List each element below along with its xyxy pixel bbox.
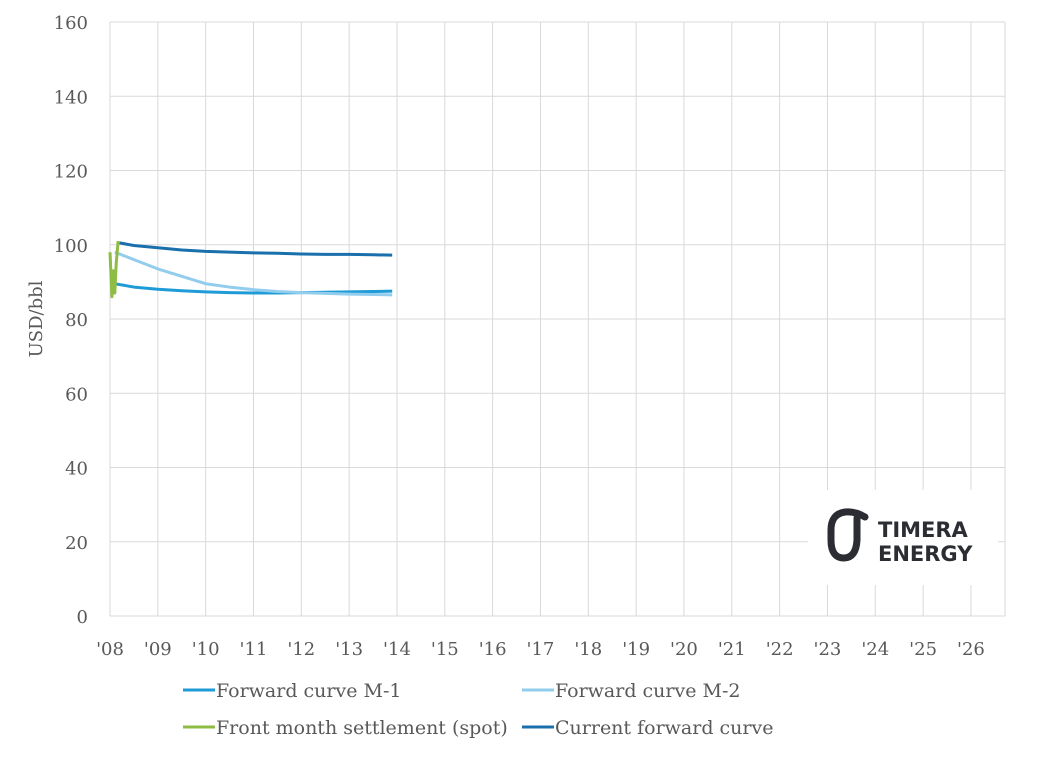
legend-label: Forward curve M-1 [216,680,401,702]
y-tick-label: 40 [65,459,88,480]
timera-energy-logo: TIMERA ENERGY [808,490,998,585]
y-tick-label: 0 [77,607,88,628]
x-tick-label: '20 [670,639,698,660]
legend-label: Forward curve M-2 [555,680,740,702]
series-line-front-month-settlement-spot- [108,240,120,299]
legend-label: Front month settlement (spot) [216,717,508,739]
x-tick-label: '23 [814,639,842,660]
x-tick-label: '16 [479,639,507,660]
x-tick-label: '25 [909,639,937,660]
series-line-current-forward-curve [119,241,393,257]
x-tick-label: '11 [240,639,268,660]
svg-text:TIMERA: TIMERA [878,518,969,542]
series-line-forward-curve-m-1 [114,282,393,295]
x-tick-label: '21 [718,639,746,660]
series-line-forward-curve-m-2 [114,250,393,297]
x-tick-label: '18 [574,639,602,660]
y-tick-label: 20 [65,533,88,554]
y-tick-label: 140 [54,87,88,108]
x-tick-label: '08 [96,639,124,660]
y-tick-label: 100 [54,236,88,257]
y-axis-label: USD/bbl [26,280,47,357]
x-tick-label: '14 [383,639,411,660]
x-tick-label: '12 [287,639,315,660]
y-tick-label: 160 [54,13,88,34]
x-tick-label: '22 [766,639,794,660]
x-tick-label: '24 [861,639,889,660]
x-tick-label: '10 [192,639,220,660]
y-tick-label: 120 [54,162,88,183]
x-tick-label: '19 [622,639,650,660]
x-tick-label: '13 [335,639,363,660]
y-tick-label: 80 [65,310,88,331]
y-tick-label: 60 [65,384,88,405]
x-tick-label: '15 [431,639,459,660]
x-tick-label: '26 [957,639,985,660]
legend-label: Current forward curve [555,717,773,739]
x-tick-label: '17 [527,639,555,660]
svg-text:ENERGY: ENERGY [878,542,973,566]
x-tick-label: '09 [144,639,172,660]
